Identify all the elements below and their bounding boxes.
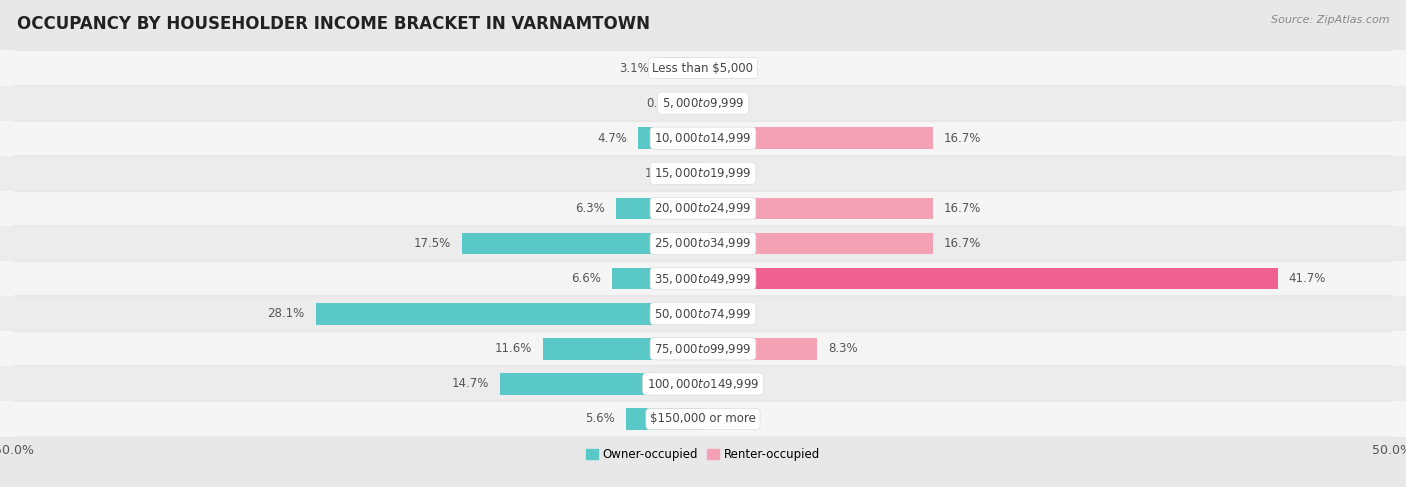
Text: $15,000 to $19,999: $15,000 to $19,999 [654,166,752,180]
FancyBboxPatch shape [0,261,1406,296]
Text: 6.6%: 6.6% [571,272,600,285]
Text: $25,000 to $34,999: $25,000 to $34,999 [654,237,752,250]
Bar [685,163,703,184]
Text: 5.6%: 5.6% [585,412,614,426]
Bar [461,233,703,254]
Text: 17.5%: 17.5% [413,237,451,250]
FancyBboxPatch shape [0,401,1406,436]
Text: 16.7%: 16.7% [945,237,981,250]
Legend: Owner-occupied, Renter-occupied: Owner-occupied, Renter-occupied [581,443,825,466]
FancyBboxPatch shape [0,226,1406,261]
Text: 4.7%: 4.7% [598,131,627,145]
Bar [638,127,703,149]
Bar [616,198,703,219]
Text: 0.0%: 0.0% [714,96,744,110]
Text: Less than $5,000: Less than $5,000 [652,61,754,75]
FancyBboxPatch shape [0,331,1406,366]
Text: 6.3%: 6.3% [575,202,605,215]
FancyBboxPatch shape [0,86,1406,121]
Text: $10,000 to $14,999: $10,000 to $14,999 [654,131,752,145]
Bar [703,268,1278,289]
Text: 8.3%: 8.3% [828,342,858,356]
Text: $35,000 to $49,999: $35,000 to $49,999 [654,272,752,285]
FancyBboxPatch shape [0,51,1406,86]
Text: 1.3%: 1.3% [644,167,673,180]
FancyBboxPatch shape [0,156,1406,191]
Text: $75,000 to $99,999: $75,000 to $99,999 [654,342,752,356]
Text: Source: ZipAtlas.com: Source: ZipAtlas.com [1271,15,1389,25]
Text: 0.0%: 0.0% [714,167,744,180]
FancyBboxPatch shape [0,121,1406,156]
Text: 16.7%: 16.7% [945,131,981,145]
Text: $20,000 to $24,999: $20,000 to $24,999 [654,202,752,215]
Text: 0.62%: 0.62% [647,96,683,110]
Bar [703,338,817,360]
Text: OCCUPANCY BY HOUSEHOLDER INCOME BRACKET IN VARNAMTOWN: OCCUPANCY BY HOUSEHOLDER INCOME BRACKET … [17,15,650,33]
Text: $50,000 to $74,999: $50,000 to $74,999 [654,307,752,321]
Bar [695,92,703,114]
Text: $5,000 to $9,999: $5,000 to $9,999 [662,96,744,110]
Text: 0.0%: 0.0% [714,412,744,426]
FancyBboxPatch shape [0,296,1406,331]
Text: $150,000 or more: $150,000 or more [650,412,756,426]
Text: 0.0%: 0.0% [714,61,744,75]
Bar [316,303,703,324]
Text: 3.1%: 3.1% [620,61,650,75]
Bar [501,373,703,395]
Text: 41.7%: 41.7% [1289,272,1326,285]
Bar [612,268,703,289]
Bar [703,198,934,219]
Text: 16.7%: 16.7% [945,202,981,215]
Text: 0.0%: 0.0% [714,377,744,391]
Bar [543,338,703,360]
Bar [703,127,934,149]
Bar [703,233,934,254]
Text: 14.7%: 14.7% [453,377,489,391]
Text: 11.6%: 11.6% [495,342,531,356]
Text: $100,000 to $149,999: $100,000 to $149,999 [647,377,759,391]
Text: 0.0%: 0.0% [714,307,744,320]
Bar [661,57,703,79]
FancyBboxPatch shape [0,366,1406,401]
Bar [626,408,703,430]
Text: 28.1%: 28.1% [267,307,305,320]
FancyBboxPatch shape [0,191,1406,226]
